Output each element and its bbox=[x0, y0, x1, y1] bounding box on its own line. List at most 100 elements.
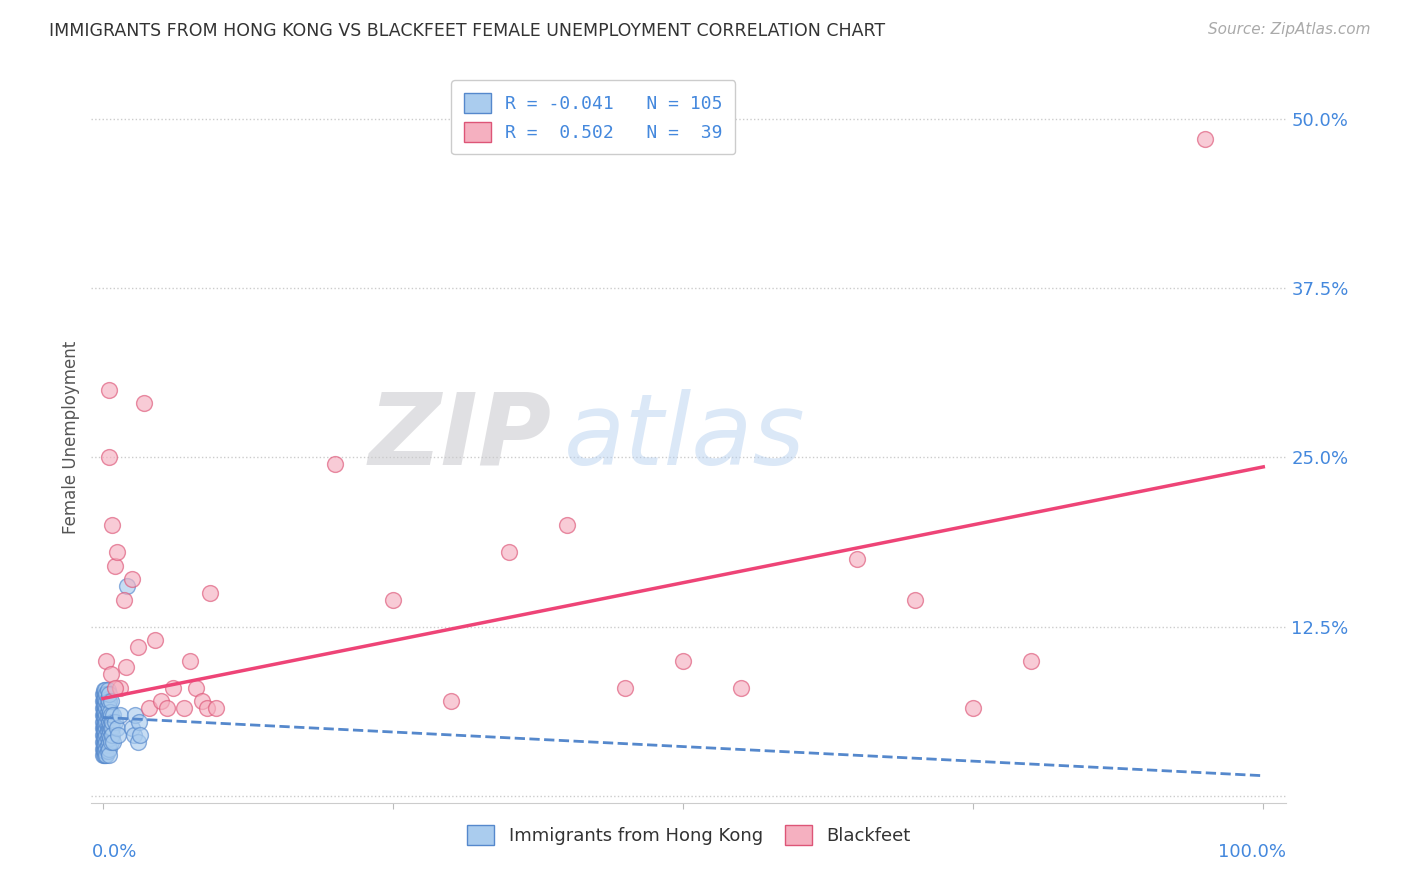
Point bbox=[162, 681, 184, 695]
Point bbox=[93, 721, 115, 735]
Point bbox=[98, 731, 121, 745]
Point bbox=[97, 688, 120, 702]
Point bbox=[91, 728, 114, 742]
Point bbox=[94, 694, 117, 708]
Point bbox=[94, 698, 117, 713]
Point bbox=[93, 701, 115, 715]
Point bbox=[91, 694, 114, 708]
Point bbox=[730, 681, 752, 695]
Point bbox=[112, 592, 135, 607]
Point bbox=[91, 735, 114, 749]
Point bbox=[93, 694, 115, 708]
Point bbox=[93, 744, 115, 758]
Point bbox=[94, 731, 117, 745]
Y-axis label: Female Unemployment: Female Unemployment bbox=[62, 341, 80, 533]
Point bbox=[94, 744, 117, 758]
Point bbox=[132, 396, 155, 410]
Point bbox=[97, 718, 120, 732]
Point bbox=[101, 714, 124, 729]
Point bbox=[100, 667, 122, 681]
Text: 0.0%: 0.0% bbox=[91, 843, 136, 861]
Text: Source: ZipAtlas.com: Source: ZipAtlas.com bbox=[1208, 22, 1371, 37]
Point bbox=[614, 681, 637, 695]
Point bbox=[94, 714, 117, 729]
Point bbox=[93, 714, 115, 729]
Point bbox=[97, 383, 120, 397]
Point bbox=[91, 688, 114, 702]
Point bbox=[104, 558, 127, 573]
Point bbox=[97, 701, 120, 715]
Point bbox=[97, 728, 120, 742]
Point bbox=[96, 735, 118, 749]
Text: ZIP: ZIP bbox=[368, 389, 551, 485]
Point bbox=[94, 707, 117, 722]
Point bbox=[846, 552, 869, 566]
Point bbox=[104, 714, 127, 729]
Point bbox=[94, 718, 117, 732]
Point bbox=[204, 701, 226, 715]
Text: 100.0%: 100.0% bbox=[1219, 843, 1286, 861]
Point bbox=[190, 694, 212, 708]
Point bbox=[96, 707, 118, 722]
Point bbox=[97, 714, 120, 729]
Point bbox=[97, 710, 120, 724]
Point bbox=[91, 707, 114, 722]
Point bbox=[97, 731, 120, 745]
Legend: Immigrants from Hong Kong, Blackfeet: Immigrants from Hong Kong, Blackfeet bbox=[457, 814, 921, 856]
Point bbox=[93, 707, 115, 722]
Point bbox=[96, 714, 118, 729]
Point bbox=[179, 654, 201, 668]
Point bbox=[93, 748, 115, 763]
Point bbox=[97, 683, 120, 698]
Point bbox=[93, 731, 115, 745]
Point bbox=[97, 705, 120, 719]
Point bbox=[96, 654, 118, 668]
Point bbox=[97, 450, 120, 465]
Point bbox=[184, 681, 207, 695]
Point bbox=[96, 748, 118, 763]
Point bbox=[94, 735, 117, 749]
Point bbox=[94, 728, 117, 742]
Point bbox=[93, 741, 115, 756]
Point bbox=[94, 721, 117, 735]
Point bbox=[129, 728, 152, 742]
Point bbox=[115, 660, 138, 674]
Point bbox=[156, 701, 179, 715]
Point bbox=[1019, 654, 1042, 668]
Point bbox=[1194, 132, 1216, 146]
Point bbox=[173, 701, 195, 715]
Text: IMMIGRANTS FROM HONG KONG VS BLACKFEET FEMALE UNEMPLOYMENT CORRELATION CHART: IMMIGRANTS FROM HONG KONG VS BLACKFEET F… bbox=[49, 22, 886, 40]
Point bbox=[904, 592, 927, 607]
Point bbox=[672, 654, 695, 668]
Point bbox=[382, 592, 405, 607]
Point bbox=[121, 721, 143, 735]
Point bbox=[93, 710, 115, 724]
Point bbox=[93, 735, 115, 749]
Point bbox=[93, 698, 115, 713]
Point bbox=[323, 457, 346, 471]
Point bbox=[97, 707, 120, 722]
Point bbox=[97, 724, 120, 739]
Point bbox=[94, 738, 117, 752]
Point bbox=[94, 691, 117, 706]
Point bbox=[91, 701, 114, 715]
Point bbox=[94, 701, 117, 715]
Point bbox=[93, 738, 115, 752]
Point bbox=[197, 701, 219, 715]
Point bbox=[107, 728, 129, 742]
Point bbox=[104, 681, 127, 695]
Point bbox=[962, 701, 984, 715]
Point bbox=[100, 721, 122, 735]
Point bbox=[127, 735, 149, 749]
Point bbox=[103, 735, 125, 749]
Point bbox=[97, 698, 120, 713]
Point bbox=[94, 710, 117, 724]
Point bbox=[124, 707, 146, 722]
Point bbox=[103, 707, 125, 722]
Point bbox=[101, 518, 124, 533]
Point bbox=[98, 710, 121, 724]
Point bbox=[91, 721, 114, 735]
Point bbox=[440, 694, 463, 708]
Point bbox=[555, 518, 578, 533]
Point bbox=[143, 633, 166, 648]
